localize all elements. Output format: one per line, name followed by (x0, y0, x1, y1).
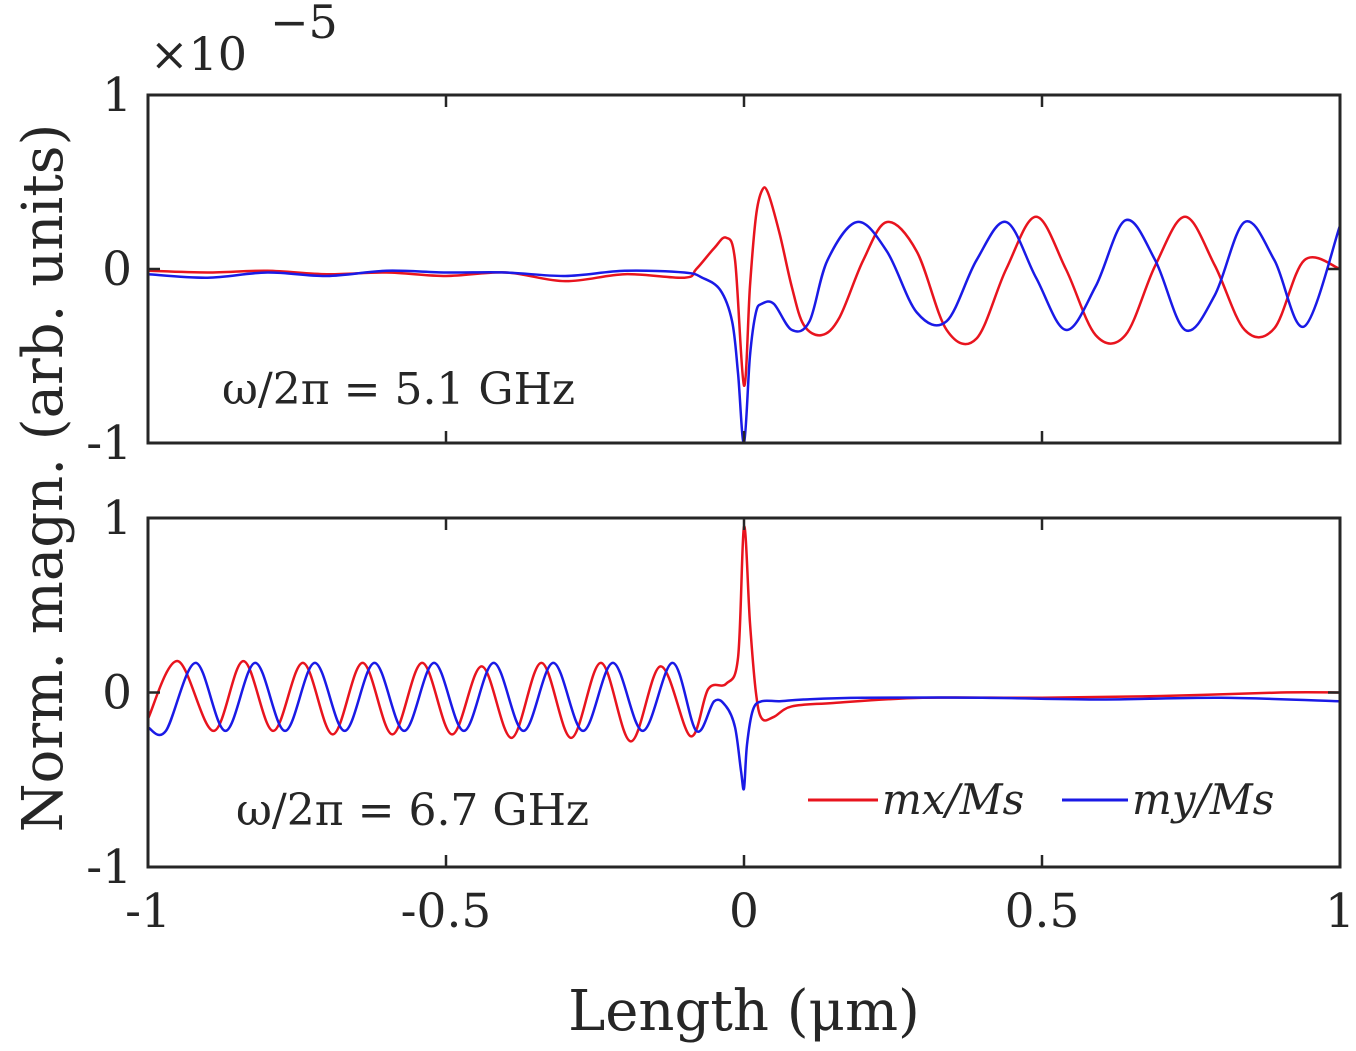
bottom-annotation: ω/2π = 6.7 GHz (236, 785, 589, 836)
bottom-series-my (148, 661, 1340, 791)
top-series-mx (148, 186, 1340, 387)
bottom-ytick-label-1: 0 (102, 666, 132, 721)
top-ytick-label-2: 1 (102, 68, 132, 123)
bottom-series-mx (148, 525, 1340, 743)
top-ytick-label-1: 0 (102, 242, 132, 297)
y-axis-label: Norm. magn. (arb. units) (11, 124, 76, 833)
legend: mx/Ms my/Ms (808, 775, 1274, 824)
top-annotation: ω/2π = 5.1 GHz (222, 364, 575, 415)
bottom-ytick-label-2: 1 (102, 491, 132, 546)
bottom-xtick-label-2: 0 (729, 884, 759, 939)
x-axis-label: Length (μm) (568, 979, 920, 1044)
top-panel: -1 0 1 ω/2π = 5.1 GHz (86, 68, 1342, 471)
top-ytick-label-0: -1 (86, 416, 132, 471)
y-exponent-label: ×10 −5 (150, 0, 338, 81)
legend-label-my: my/Ms (1132, 775, 1274, 824)
bottom-xtick-label-3: 0.5 (1005, 884, 1080, 939)
top-series-my (148, 218, 1340, 443)
bottom-panel: -1 -0.5 0 0.5 1 -1 0 1 ω/2π = 6.7 GHz mx/Ms my/… (86, 491, 1355, 939)
exponent-base: ×10 (150, 27, 247, 81)
bottom-xtick-label-4: 1 (1325, 884, 1355, 939)
bottom-ytick-label-0: -1 (86, 840, 132, 895)
bottom-xtick-label-0: -1 (125, 884, 171, 939)
bottom-xtick-label-1: -0.5 (401, 884, 492, 939)
exponent-power: −5 (270, 0, 338, 49)
legend-label-mx: mx/Ms (882, 775, 1024, 824)
